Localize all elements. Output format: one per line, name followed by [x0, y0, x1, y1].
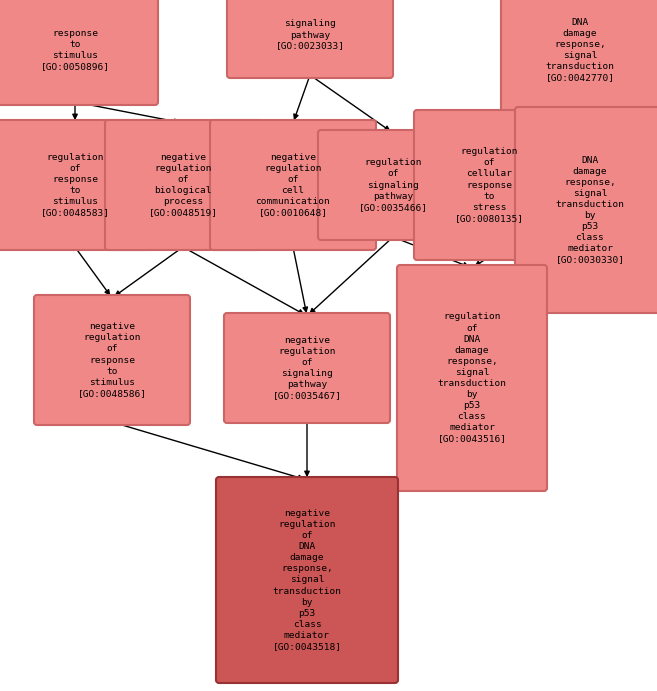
FancyBboxPatch shape	[216, 477, 398, 683]
FancyBboxPatch shape	[224, 313, 390, 423]
FancyBboxPatch shape	[227, 0, 393, 78]
FancyBboxPatch shape	[515, 107, 657, 313]
FancyBboxPatch shape	[414, 110, 564, 260]
Text: negative
regulation
of
cell
communication
[GO:0010648]: negative regulation of cell communicatio…	[256, 153, 330, 217]
FancyBboxPatch shape	[0, 120, 153, 250]
Text: response
to
stimulus
[GO:0050896]: response to stimulus [GO:0050896]	[41, 29, 110, 71]
FancyBboxPatch shape	[397, 265, 547, 491]
FancyBboxPatch shape	[105, 120, 261, 250]
Text: regulation
of
cellular
response
to
stress
[GO:0080135]: regulation of cellular response to stres…	[455, 147, 524, 223]
FancyBboxPatch shape	[34, 295, 190, 425]
FancyBboxPatch shape	[0, 0, 158, 105]
Text: negative
regulation
of
response
to
stimulus
[GO:0048586]: negative regulation of response to stimu…	[78, 322, 147, 398]
Text: regulation
of
DNA
damage
response,
signal
transduction
by
p53
class
mediator
[GO: regulation of DNA damage response, signa…	[438, 312, 507, 444]
Text: DNA
damage
response,
signal
transduction
by
p53
class
mediator
[GO:0030330]: DNA damage response, signal transduction…	[556, 155, 625, 265]
Text: negative
regulation
of
signaling
pathway
[GO:0035467]: negative regulation of signaling pathway…	[273, 336, 342, 400]
FancyBboxPatch shape	[318, 130, 468, 240]
Text: negative
regulation
of
biological
process
[GO:0048519]: negative regulation of biological proces…	[148, 153, 217, 217]
Text: regulation
of
response
to
stimulus
[GO:0048583]: regulation of response to stimulus [GO:0…	[41, 153, 110, 217]
FancyBboxPatch shape	[210, 120, 376, 250]
Text: negative
regulation
of
DNA
damage
response,
signal
transduction
by
p53
class
med: negative regulation of DNA damage respon…	[273, 509, 342, 651]
Text: DNA
damage
response,
signal
transduction
[GO:0042770]: DNA damage response, signal transduction…	[545, 18, 614, 82]
Text: regulation
of
signaling
pathway
[GO:0035466]: regulation of signaling pathway [GO:0035…	[359, 158, 428, 211]
FancyBboxPatch shape	[501, 0, 657, 121]
Text: signaling
pathway
[GO:0023033]: signaling pathway [GO:0023033]	[275, 19, 344, 50]
